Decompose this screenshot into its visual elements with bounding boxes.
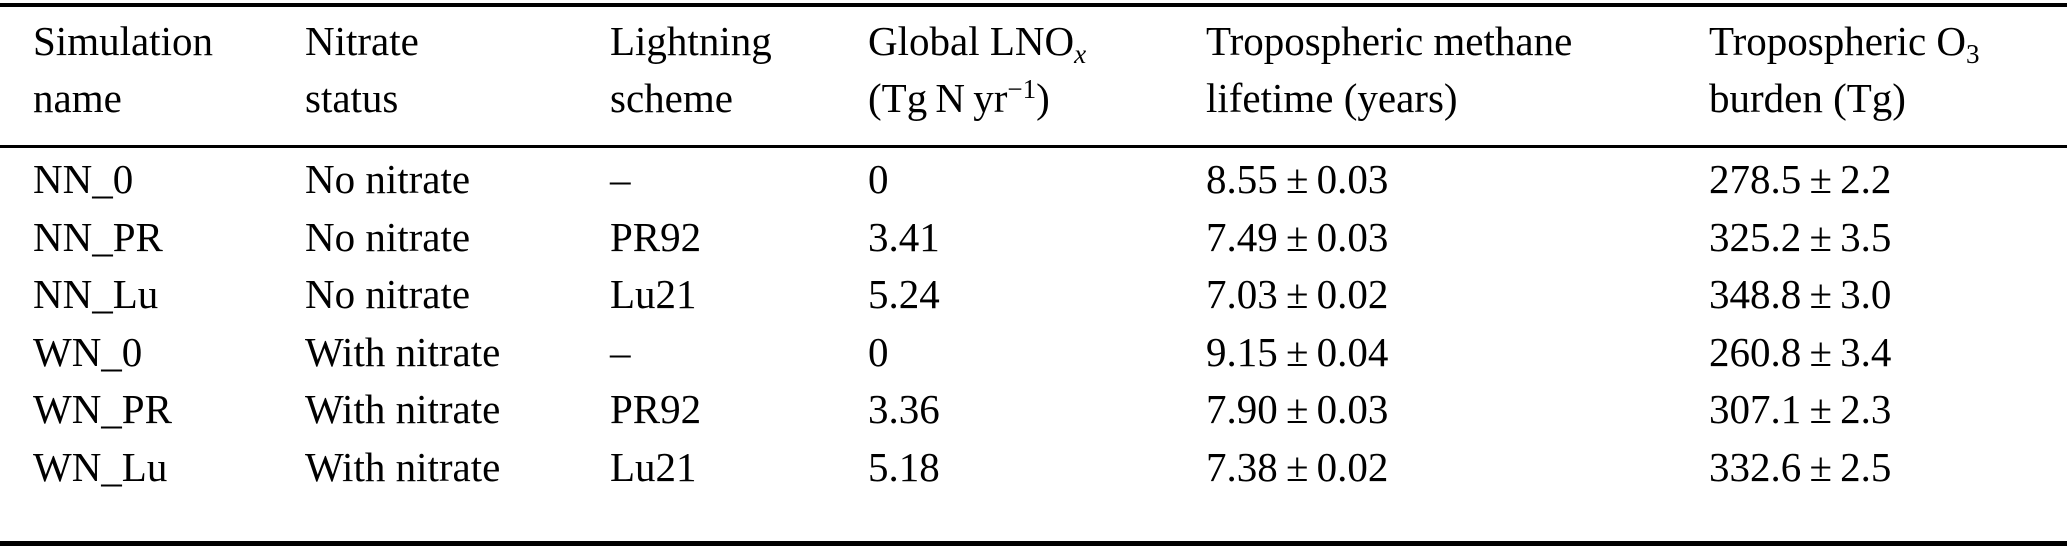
header-line: name <box>33 75 122 121</box>
superscript-minus-1: −1 <box>1007 73 1037 104</box>
cell-nitrate-status: No nitrate <box>305 271 471 317</box>
cell-simulation-name: NN_Lu <box>33 271 159 317</box>
cell-simulation-name: NN_PR <box>33 213 163 260</box>
cell-nitrate-status: With nitrate <box>305 386 501 432</box>
cell-lightning-scheme: – <box>610 328 631 375</box>
cell-methane-lifetime: 7.90 ± 0.03 <box>1206 386 1389 432</box>
cell-nitrate-status: With nitrate <box>305 328 501 375</box>
cell-global-lnox: 5.24 <box>868 271 940 317</box>
column-header-methane-lifetime: Tropospheric methane lifetime (years) <box>1206 13 1709 145</box>
cell-simulation-name: WN_Lu <box>33 443 168 490</box>
column-header-lightning-scheme: Lightning scheme <box>610 13 868 145</box>
header-text: (Tg N yr <box>868 75 1008 121</box>
column-header-ozone-burden: Tropospheric O3 burden (Tg) <box>1709 13 2067 145</box>
cell-lightning-scheme: – <box>610 156 631 202</box>
cell-nitrate-status: No nitrate <box>305 156 471 202</box>
table-row-nn-lu: NN_Lu No nitrate Lu21 5.24 7.03 ± 0.02 3… <box>0 266 2067 324</box>
header-line: status <box>305 75 399 121</box>
cell-nitrate-status: With nitrate <box>305 443 501 490</box>
header-line: burden (Tg) <box>1709 75 1906 121</box>
cell-global-lnox: 0 <box>868 156 889 202</box>
table-header-row: Simulation name Nitrate status Lightning… <box>0 7 2067 145</box>
header-text: Tropospheric O <box>1709 18 1967 64</box>
column-header-simulation-name: Simulation name <box>33 13 305 145</box>
cell-global-lnox: 3.41 <box>868 213 940 260</box>
cell-simulation-name: WN_0 <box>33 328 143 375</box>
cell-methane-lifetime: 7.03 ± 0.02 <box>1206 271 1389 317</box>
table-header-rule <box>0 145 2067 148</box>
table-top-rule <box>0 3 2067 7</box>
cell-methane-lifetime: 8.55 ± 0.03 <box>1206 156 1389 202</box>
cell-global-lnox: 3.36 <box>868 386 940 432</box>
cell-simulation-name: NN_0 <box>33 156 134 202</box>
cell-o3-burden: 325.2 ± 3.5 <box>1709 213 1892 260</box>
header-line: (Tg N yr−1) <box>868 75 1050 121</box>
table-row-wn-lu: WN_Lu With nitrate Lu21 5.18 7.38 ± 0.02… <box>0 439 2067 497</box>
header-line: Tropospheric O3 <box>1709 18 1980 67</box>
header-line: Nitrate <box>305 18 419 64</box>
cell-o3-burden: 307.1 ± 2.3 <box>1709 386 1892 432</box>
table-row-nn-pr: NN_PR No nitrate PR92 3.41 7.49 ± 0.03 3… <box>0 209 2067 267</box>
header-line: Tropospheric methane <box>1206 18 1573 64</box>
cell-o3-burden: 260.8 ± 3.4 <box>1709 328 1892 375</box>
table-row-wn-pr: WN_PR With nitrate PR92 3.36 7.90 ± 0.03… <box>0 381 2067 439</box>
cell-simulation-name: WN_PR <box>33 386 172 432</box>
table-row-wn-0: WN_0 With nitrate – 0 9.15 ± 0.04 260.8 … <box>0 324 2067 382</box>
cell-lightning-scheme: PR92 <box>610 386 702 432</box>
cell-methane-lifetime: 7.38 ± 0.02 <box>1206 443 1389 490</box>
column-header-nitrate-status: Nitrate status <box>305 13 610 145</box>
cell-global-lnox: 5.18 <box>868 443 940 490</box>
header-text: ) <box>1036 75 1050 121</box>
cell-lightning-scheme: Lu21 <box>610 271 697 317</box>
subscript-3: 3 <box>1966 38 1980 69</box>
table-row-nn-0: NN_0 No nitrate – 0 8.55 ± 0.03 278.5 ± … <box>0 151 2067 209</box>
cell-methane-lifetime: 7.49 ± 0.03 <box>1206 213 1389 260</box>
cell-global-lnox: 0 <box>868 328 889 375</box>
cell-methane-lifetime: 9.15 ± 0.04 <box>1206 328 1389 375</box>
header-line: lifetime (years) <box>1206 75 1458 121</box>
cell-o3-burden: 332.6 ± 2.5 <box>1709 443 1892 490</box>
column-header-global-lnox: Global LNOx (Tg N yr−1) <box>868 13 1206 145</box>
header-text: Global LNO <box>868 18 1075 64</box>
header-line: Global LNOx <box>868 18 1086 67</box>
cell-o3-burden: 278.5 ± 2.2 <box>1709 156 1892 202</box>
subscript-x: x <box>1074 38 1087 69</box>
table-bottom-rule <box>0 541 2067 546</box>
table-body: NN_0 No nitrate – 0 8.55 ± 0.03 278.5 ± … <box>0 148 2067 496</box>
cell-lightning-scheme: PR92 <box>610 213 702 260</box>
cell-nitrate-status: No nitrate <box>305 213 471 260</box>
header-line: Simulation <box>33 18 213 64</box>
cell-lightning-scheme: Lu21 <box>610 443 697 490</box>
header-line: scheme <box>610 75 733 121</box>
header-line: Lightning <box>610 18 772 64</box>
cell-o3-burden: 348.8 ± 3.0 <box>1709 271 1892 317</box>
